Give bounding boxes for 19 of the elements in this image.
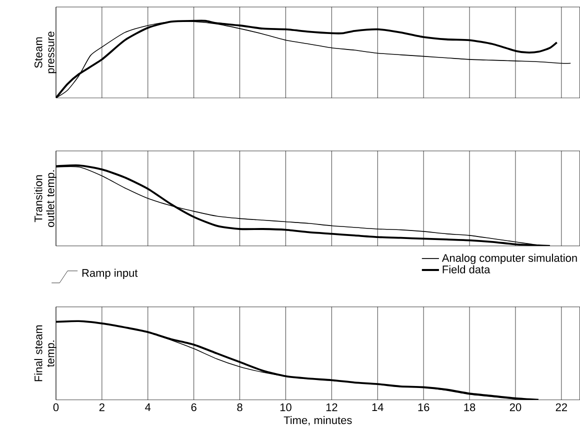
x-tick-label: 12 — [326, 403, 338, 412]
x-tick-label: 14 — [372, 403, 384, 412]
x-tick-label: 2 — [99, 403, 104, 412]
y-axis-title: Steam pressure — [34, 32, 56, 74]
x-tick-label: 10 — [280, 403, 292, 412]
x-tick-label: 22 — [556, 403, 567, 412]
x-tick-label: 8 — [237, 403, 242, 412]
legend-label: Field data — [442, 265, 490, 274]
x-tick-label: 20 — [510, 403, 522, 412]
x-tick-label: 18 — [464, 403, 476, 412]
text: Ramp input — [82, 268, 138, 280]
x-axis-title: Time, minutes — [284, 416, 352, 426]
x-tick-label: 16 — [418, 403, 430, 412]
y-axis-title: Final steam temp. — [34, 325, 56, 382]
x-tick-label: 0 — [53, 403, 59, 412]
legend-label: Analog computer simulation — [442, 254, 577, 264]
y-axis-title: Transition outlet temp. — [34, 170, 56, 228]
x-tick-label: 6 — [191, 403, 196, 412]
x-tick-label: 4 — [145, 403, 151, 412]
